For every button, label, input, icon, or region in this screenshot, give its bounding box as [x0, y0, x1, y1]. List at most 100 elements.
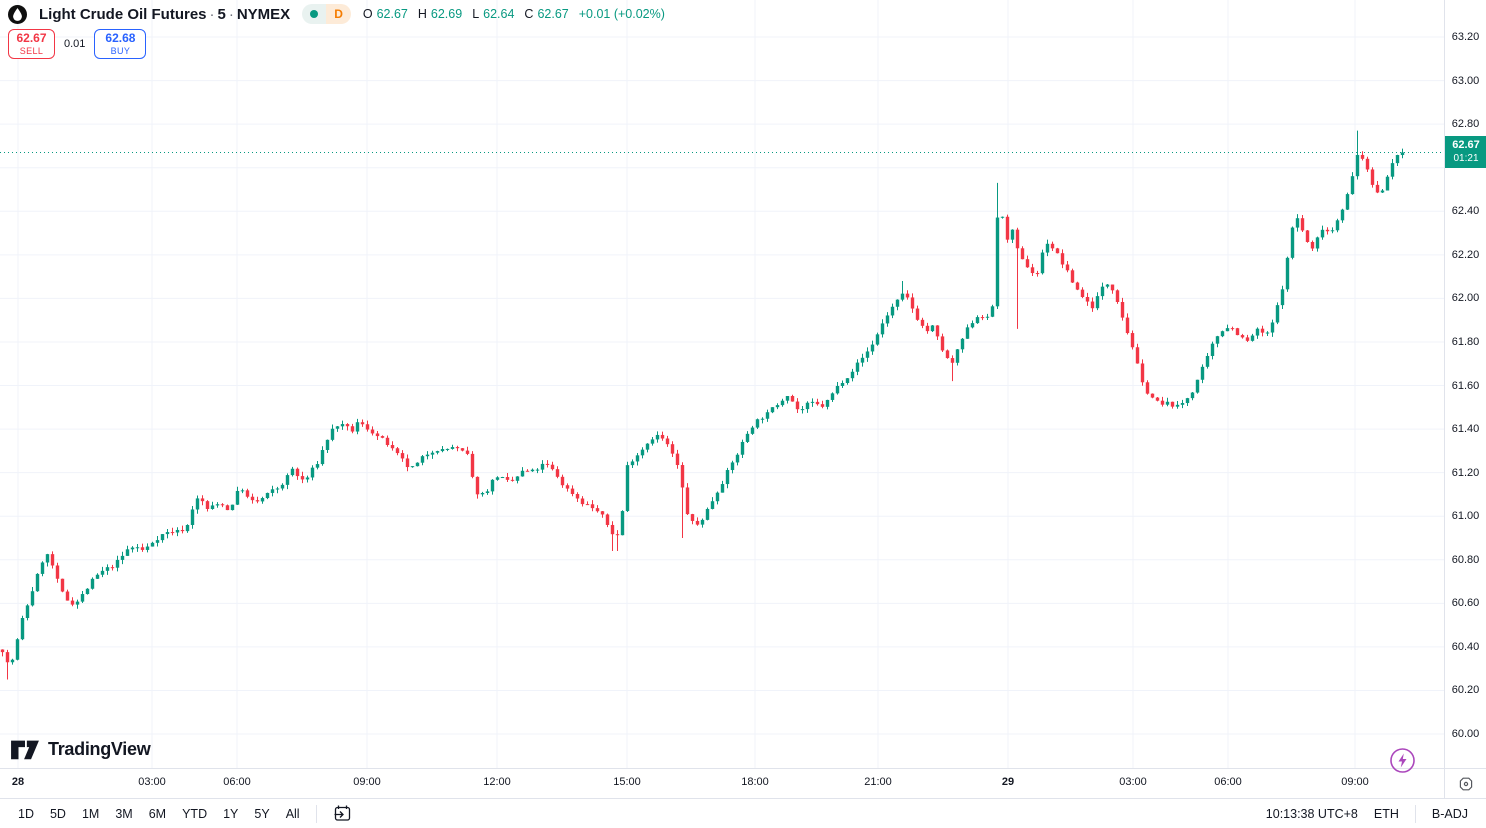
candle-body [135, 547, 140, 549]
oil-symbol-logo[interactable] [8, 4, 27, 24]
candle-body [55, 565, 60, 579]
tradingview-logo[interactable]: TradingView [10, 736, 151, 762]
candle-body [755, 419, 760, 428]
date-range-selector: 1D 5D 1M 3M 6M YTD 1Y 5Y All [10, 804, 360, 824]
go-to-date-icon[interactable] [325, 804, 360, 823]
candle-body [630, 461, 635, 466]
price-axis-label: 61.20 [1451, 466, 1480, 479]
candle-body [1350, 176, 1355, 195]
candle-body [1365, 158, 1370, 170]
candle-body [565, 485, 570, 489]
chart-canvas[interactable] [0, 0, 1444, 768]
candle-body [1225, 328, 1230, 332]
time-axis-label: 09:00 [353, 776, 381, 788]
candle-body [1085, 296, 1090, 302]
low-value: 62.64 [483, 7, 515, 21]
candle-body [780, 400, 785, 406]
candle-body [1325, 229, 1330, 232]
candle-body [290, 468, 295, 476]
price-axis-label: 61.60 [1451, 379, 1480, 392]
candle-body [905, 293, 910, 298]
time-axis-label: 06:00 [1214, 776, 1242, 788]
candle-body [585, 504, 590, 506]
candle-body [100, 570, 105, 575]
candle-body [1235, 328, 1240, 336]
candle-body [1340, 209, 1345, 221]
clock-timezone-button[interactable]: 10:13:38 UTC+8 [1265, 806, 1358, 821]
candle-body [165, 532, 170, 535]
candle-body [645, 443, 650, 450]
candlestick-chart[interactable] [0, 0, 1444, 768]
scale-settings-icon[interactable] [1458, 776, 1474, 792]
divider [1414, 804, 1416, 823]
candle-body [30, 591, 35, 606]
candle-body [450, 447, 455, 449]
candle-body [70, 600, 75, 605]
range-button-3m[interactable]: 3M [107, 804, 140, 824]
candle-body [1115, 290, 1120, 303]
range-button-5y[interactable]: 5Y [246, 804, 277, 824]
candle-body [230, 504, 235, 511]
candle-body [1335, 220, 1340, 231]
candle-body [1030, 267, 1035, 274]
range-button-1d[interactable]: 1D [10, 804, 42, 824]
candle-body [370, 429, 375, 434]
open-label: O [362, 7, 373, 21]
symbol-name[interactable]: Light Crude Oil Futures [39, 5, 207, 23]
price-axis-label: 62.40 [1451, 205, 1480, 218]
market-status-pill[interactable]: D [302, 4, 351, 24]
candle-body [430, 452, 435, 455]
candle-body [785, 396, 790, 401]
range-button-5d[interactable]: 5D [42, 804, 74, 824]
candle-body [1295, 218, 1300, 228]
candle-body [770, 407, 775, 413]
interval-button[interactable]: 5 [217, 5, 226, 23]
candle-body [480, 493, 485, 495]
candle-body [195, 498, 200, 510]
candle-body [75, 601, 80, 605]
adjustment-badj-button[interactable]: B-ADJ [1431, 806, 1468, 821]
candle-body [1375, 184, 1380, 193]
candle-body [850, 371, 855, 379]
candle-body [120, 555, 125, 560]
flash-icon[interactable] [1389, 747, 1416, 774]
chart-header: Light Crude Oil Futures · 5 · NYMEX D O 62.67… [8, 4, 665, 24]
range-button-all[interactable]: All [278, 804, 308, 824]
buy-button[interactable]: 62.68 BUY [94, 29, 147, 59]
candle-body [1345, 194, 1350, 210]
candle-body [35, 573, 40, 592]
candle-body [1305, 230, 1310, 242]
candle-body [720, 484, 725, 493]
price-axis-label: 60.80 [1451, 553, 1480, 566]
candle-body [945, 350, 950, 359]
candle-body [1155, 397, 1160, 401]
candle-body [490, 479, 495, 492]
symbol-title[interactable]: Light Crude Oil Futures · 5 · NYMEX [39, 6, 290, 23]
candle-body [510, 479, 515, 481]
range-button-1m[interactable]: 1M [74, 804, 107, 824]
range-button-ytd[interactable]: YTD [174, 804, 215, 824]
candle-body [525, 470, 530, 472]
candle-body [235, 490, 240, 505]
bar-countdown: 01:21 [1453, 153, 1479, 165]
price-axis[interactable]: 62.67 01:21 63.20 63.00 62.80 62.40 62.20 62.… [1444, 0, 1486, 768]
buy-label: BUY [110, 45, 131, 56]
candle-body [600, 511, 605, 515]
time-axis-label: 29 [1001, 776, 1015, 788]
candle-body [170, 532, 175, 534]
candle-body [1090, 301, 1095, 309]
candle-body [705, 508, 710, 520]
session-eth-button[interactable]: ETH [1373, 806, 1399, 821]
price-axis-label: 63.20 [1451, 31, 1480, 43]
candle-body [955, 349, 960, 363]
sell-button[interactable]: 62.67 SELL [8, 29, 55, 59]
candle-body [595, 508, 600, 512]
exchange-name[interactable]: NYMEX [236, 5, 291, 23]
candle-body [980, 317, 985, 319]
candle-body [1165, 401, 1170, 405]
time-axis[interactable]: 28 03:00 06:00 09:00 12:00 15:00 18:00 21:00 29 0… [0, 768, 1444, 798]
candle-body [1205, 355, 1210, 367]
range-button-6m[interactable]: 6M [141, 804, 174, 824]
range-button-1y[interactable]: 1Y [215, 804, 246, 824]
candle-body [465, 450, 470, 454]
